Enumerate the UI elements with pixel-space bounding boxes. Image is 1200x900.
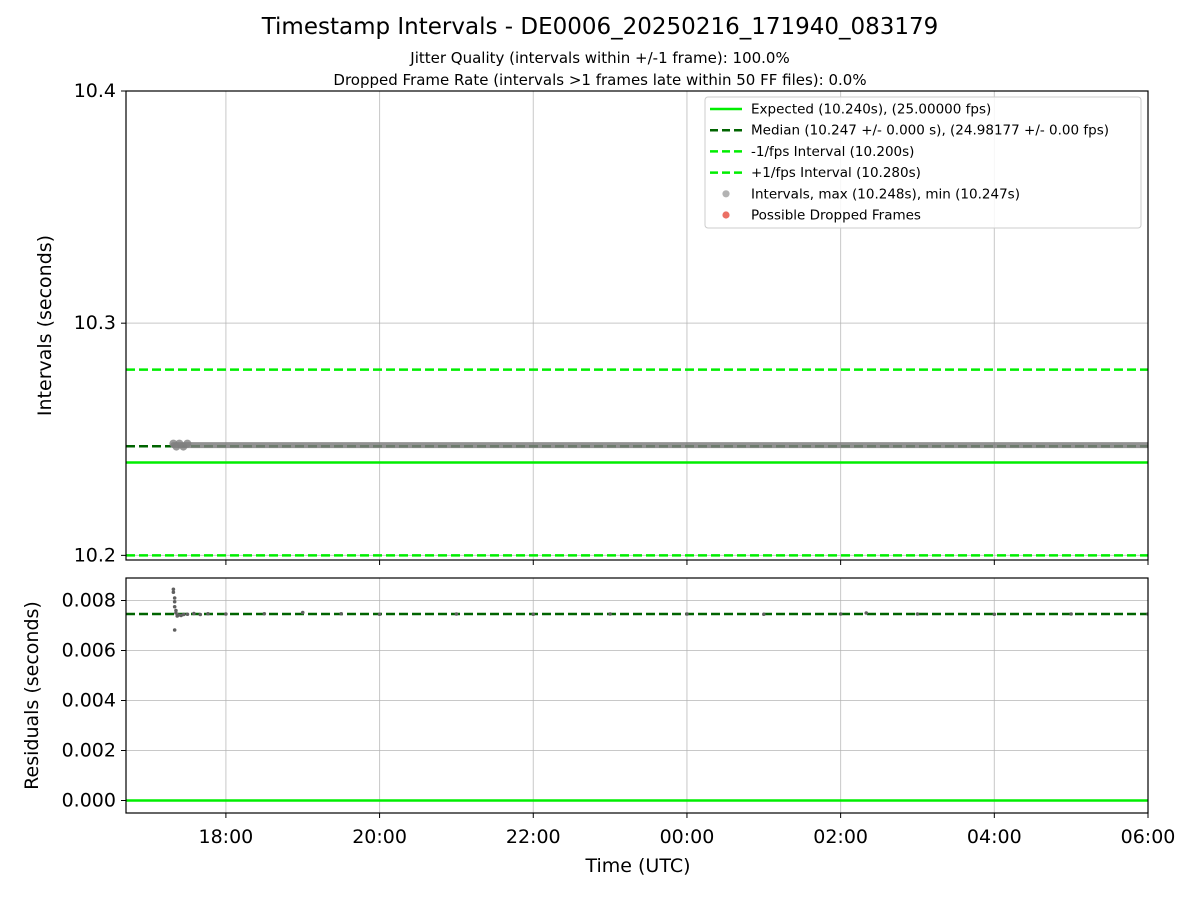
- residual-point: [531, 612, 536, 617]
- residual-point: [171, 587, 176, 592]
- residual-point: [171, 590, 176, 595]
- intervals-plot-area: [126, 368, 1148, 557]
- residual-point: [339, 611, 343, 616]
- x-axis-label: Time (UTC): [584, 855, 690, 877]
- legend-entry-label: Intervals, max (10.248s), min (10.247s): [751, 186, 1020, 202]
- residual-point: [224, 612, 228, 616]
- y-tick-label-top: 10.3: [74, 312, 116, 334]
- intervals-axes-frame: [125, 90, 1149, 561]
- dropped-frame-rate-subtitle: Dropped Frame Rate (intervals >1 frames …: [333, 71, 867, 89]
- residual-point: [192, 611, 196, 616]
- residual-point: [181, 612, 186, 617]
- y-tick-label-bottom: 0.006: [62, 640, 116, 662]
- y-tick-label-bottom: 0.002: [62, 740, 116, 762]
- residual-point: [377, 612, 382, 617]
- legend-marker: [722, 211, 730, 219]
- y-axis-label-bottom: Residuals (seconds): [21, 601, 43, 790]
- legend-marker: [722, 190, 730, 198]
- y-axis-label-top: Intervals (seconds): [34, 235, 56, 416]
- y-tick-label-bottom: 0.004: [62, 690, 116, 712]
- residual-point: [915, 612, 920, 616]
- x-tick-label: 04:00: [967, 826, 1022, 848]
- residual-point: [454, 612, 459, 616]
- interval-point: [183, 439, 192, 448]
- residual-point: [172, 604, 177, 609]
- legend-entry-label: Possible Dropped Frames: [751, 208, 921, 224]
- residual-point: [1069, 612, 1073, 616]
- residual-point: [206, 611, 210, 616]
- legend-box: [704, 96, 1142, 229]
- residual-point: [761, 612, 766, 617]
- residual-point: [198, 612, 203, 617]
- x-tick-label: 18:00: [199, 826, 254, 848]
- legend-entry-label: +1/fps Interval (10.280s): [751, 165, 921, 181]
- residual-point: [992, 612, 997, 617]
- jitter-quality-subtitle: Jitter Quality (intervals within +/-1 fr…: [410, 49, 790, 67]
- residual-point: [300, 610, 305, 615]
- residual-point: [838, 612, 843, 616]
- y-tick-label-top: 10.2: [74, 544, 116, 566]
- legend-entry-label: Median (10.247 +/- 0.000 s), (24.98177 +…: [751, 123, 1109, 139]
- residual-point: [174, 611, 178, 615]
- residual-point: [185, 612, 190, 617]
- residuals-plot-area: [126, 587, 1148, 802]
- legend-entry-label: -1/fps Interval (10.200s): [751, 144, 914, 160]
- x-tick-label: 20:00: [352, 826, 407, 848]
- residual-point: [262, 611, 267, 616]
- x-tick-label: 06:00: [1121, 826, 1176, 848]
- residuals-axes-frame: [125, 577, 1149, 814]
- residual-point: [174, 608, 178, 613]
- residual-point: [685, 612, 689, 616]
- x-tick-label: 00:00: [660, 826, 715, 848]
- y-tick-label-top: 10.4: [74, 80, 116, 102]
- residual-point: [608, 612, 612, 616]
- x-tick-label: 22:00: [506, 826, 561, 848]
- y-tick-label-bottom: 0.000: [62, 790, 116, 812]
- residual-point: [172, 599, 177, 604]
- residual-point: [864, 611, 869, 615]
- x-tick-label: 02:00: [813, 826, 868, 848]
- legend-entry-label: Expected (10.240s), (25.00000 fps): [751, 102, 991, 118]
- residual-point: [172, 628, 177, 632]
- y-tick-label-bottom: 0.008: [62, 590, 116, 612]
- chart-title: Timestamp Intervals - DE0006_20250216_17…: [261, 14, 939, 40]
- residual-point: [172, 596, 177, 600]
